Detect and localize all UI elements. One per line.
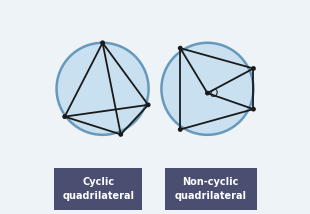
Circle shape [252, 67, 255, 70]
Circle shape [119, 133, 122, 136]
Circle shape [179, 46, 182, 50]
Circle shape [206, 91, 209, 95]
Circle shape [252, 107, 255, 111]
Circle shape [56, 43, 148, 135]
Text: O: O [210, 89, 218, 98]
Circle shape [101, 41, 104, 45]
FancyBboxPatch shape [55, 168, 142, 210]
Text: Non-cyclic
quadrilateral: Non-cyclic quadrilateral [175, 177, 247, 201]
Circle shape [179, 128, 182, 131]
FancyBboxPatch shape [165, 168, 257, 210]
Circle shape [146, 103, 150, 107]
Circle shape [63, 115, 66, 118]
Circle shape [162, 43, 254, 135]
Text: Cyclic
quadrilateral: Cyclic quadrilateral [62, 177, 134, 201]
